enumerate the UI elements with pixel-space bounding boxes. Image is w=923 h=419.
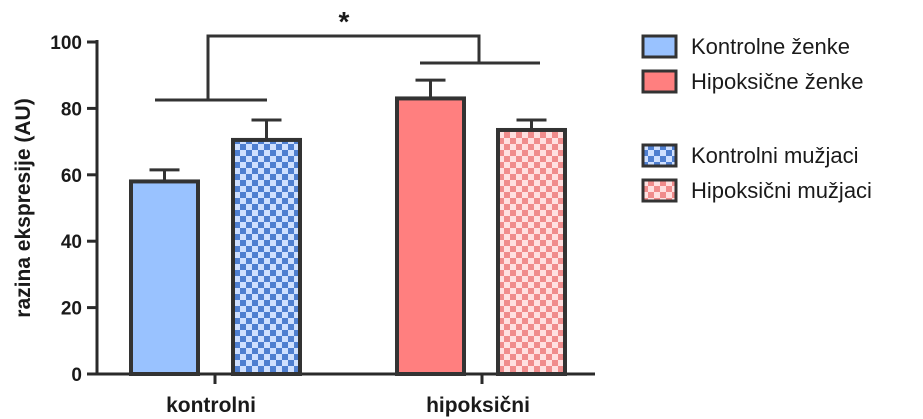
legend-label: Kontrolni mužjaci — [691, 143, 859, 168]
bars — [129, 96, 567, 376]
legend-swatch — [641, 143, 678, 168]
x-tick-label: hipoksični — [426, 394, 530, 417]
y-tick-label: 80 — [61, 99, 82, 120]
significance-bracket: * — [155, 6, 540, 102]
error-bars — [149, 78, 547, 182]
bracket-line — [206, 34, 481, 100]
legend-label: Kontrolne ženke — [691, 34, 850, 59]
y-tick-label: 40 — [61, 232, 82, 253]
legend-label: Hipoksični mužjaci — [691, 178, 872, 203]
bar — [129, 179, 200, 376]
legend-label: Hipoksične ženke — [691, 69, 863, 94]
bar — [496, 127, 567, 376]
bar — [395, 96, 466, 376]
legend: Kontrolne ženke Hipoksične ženke Kontrolni… — [641, 34, 872, 203]
y-tick-label: 60 — [61, 166, 82, 187]
y-tick-label: 0 — [71, 365, 82, 386]
y-tick-label: 100 — [50, 33, 82, 54]
legend-swatch — [641, 34, 678, 59]
bar — [231, 137, 302, 376]
y-tick-label: 20 — [61, 299, 82, 320]
significance-star: * — [339, 6, 350, 37]
y-axis-label: razina ekspresije (AU) — [12, 98, 35, 317]
x-tick-label: kontrolni — [166, 394, 256, 417]
legend-swatch — [641, 69, 678, 94]
legend-swatch — [641, 178, 678, 203]
